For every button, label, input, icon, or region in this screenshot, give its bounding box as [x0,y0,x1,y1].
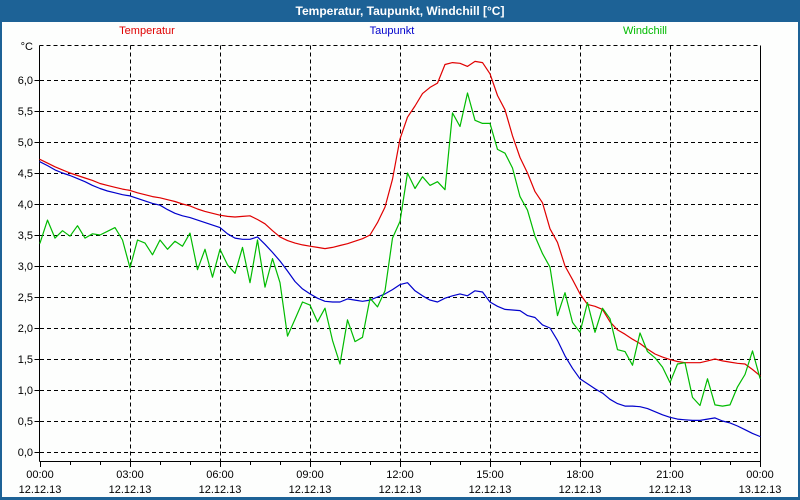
y-tick-label: 6,0 [18,75,33,87]
y-tick-label: 2,0 [18,323,33,335]
window-title: Temperatur, Taupunkt, Windchill [°C] [295,4,505,18]
series-taupunkt-line [39,161,761,438]
x-tick-date-label: 12.12.13 [109,484,152,496]
legend-label-temperatur: Temperatur [119,25,175,37]
legend-item-windchill: Windchill [623,24,667,38]
window-border-right [798,22,800,500]
window-border-bottom [0,497,800,500]
legend-label-taupunkt: Taupunkt [369,25,415,37]
x-tick-date-label: 12.12.13 [469,484,512,496]
x-tick-date-label: 12.12.13 [649,484,692,496]
y-tick-label: 1,5 [18,354,33,366]
y-axis-unit-label: °C [21,41,33,53]
x-tick-date-label: 12.12.13 [199,484,242,496]
legend-item-temperatur: Temperatur [119,24,175,38]
x-tick-time-label: 18:00 [566,469,594,481]
window-border-left [0,22,2,500]
x-tick-date-label: 12.12.13 [559,484,602,496]
window-title-bar: Temperatur, Taupunkt, Windchill [°C] [0,0,800,22]
y-tick-label: 5,5 [18,106,33,118]
y-tick-label: 5,0 [18,137,33,149]
x-tick-date-label: 12.12.13 [379,484,422,496]
y-tick-label: 0,0 [18,447,33,459]
series-temperatur-line [39,60,761,377]
y-tick-label: 4,5 [18,168,33,180]
y-tick-label: 3,0 [18,261,33,273]
legend-item-taupunkt: Taupunkt [370,24,415,38]
x-tick-date-label: 13.12.13 [739,484,782,496]
x-tick-date-label: 12.12.13 [19,484,62,496]
series-windchill-line [39,92,761,407]
x-tick-date-label: 12.12.13 [289,484,332,496]
y-tick-label: 1,0 [18,385,33,397]
y-tick-label: 3,5 [18,230,33,242]
x-tick-time-label: 09:00 [296,469,324,481]
legend-label-windchill: Windchill [622,25,668,37]
x-tick-time-label: 00:00 [26,469,54,481]
y-tick-label: 4,0 [18,199,33,211]
y-tick-label: 2,5 [18,292,33,304]
y-tick-label: 0,5 [18,416,33,428]
x-tick-time-label: 06:00 [206,469,234,481]
x-tick-time-label: 15:00 [476,469,504,481]
x-tick-time-label: 00:00 [746,469,774,481]
x-tick-time-label: 12:00 [386,469,414,481]
x-tick-time-label: 03:00 [116,469,144,481]
x-tick-time-label: 21:00 [656,469,684,481]
